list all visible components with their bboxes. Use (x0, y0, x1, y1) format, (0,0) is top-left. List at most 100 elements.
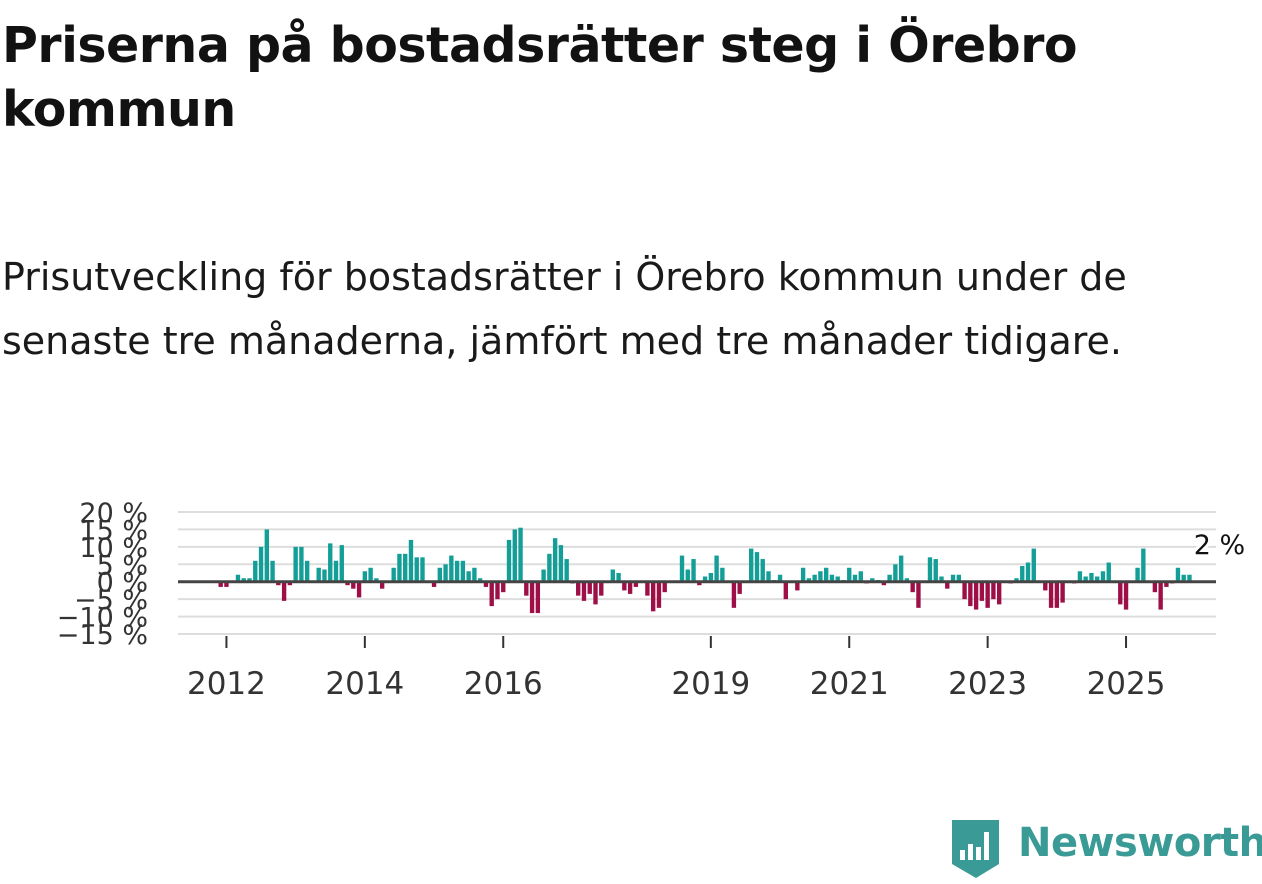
bar (316, 567, 321, 582)
bar (702, 576, 708, 582)
bar (408, 539, 414, 582)
bar (1054, 581, 1060, 608)
bar (304, 560, 310, 582)
bar (264, 529, 269, 582)
bar (945, 581, 950, 589)
y-tick-label: 20 % (79, 498, 148, 529)
bar (962, 581, 967, 600)
bar (356, 581, 362, 598)
bar (679, 555, 685, 582)
bar (691, 559, 696, 582)
bar (541, 569, 546, 582)
bar (535, 581, 541, 614)
bar (627, 581, 633, 594)
chart-title: Priserna på bostadsrätter steg i Örebro … (2, 17, 1078, 138)
bar (299, 546, 304, 582)
bar (558, 545, 564, 582)
bar (1060, 581, 1065, 603)
bar (576, 581, 581, 596)
bar (587, 581, 592, 594)
bar (887, 574, 892, 582)
bar (685, 569, 690, 582)
bar (524, 581, 529, 596)
bar (996, 581, 1002, 605)
bar (1083, 576, 1088, 582)
bar (454, 560, 460, 582)
bar (1181, 574, 1186, 582)
y-tick-label: −15 % (57, 620, 148, 651)
bar (403, 553, 408, 582)
bar (616, 573, 621, 582)
bar (374, 578, 379, 582)
bar (835, 576, 840, 582)
bar (235, 574, 241, 582)
bar (708, 573, 714, 582)
newsworthy-logo-icon (952, 820, 999, 878)
bar (593, 581, 598, 605)
bar (414, 557, 419, 582)
x-tick-label: 2025 (1087, 666, 1166, 702)
bar (1123, 581, 1129, 610)
bar (460, 560, 466, 582)
bar (783, 581, 788, 600)
bar (1095, 576, 1100, 582)
bar (328, 543, 333, 582)
chart-subtitle: Prisutveckling för bostadsrätter i Örebr… (2, 255, 1127, 363)
x-tick-label: 2012 (187, 666, 266, 702)
y-tick-label: −10 % (57, 603, 148, 634)
bar (852, 574, 858, 582)
y-tick-label: 5 % (97, 550, 148, 581)
y-tick-label: 15 % (79, 515, 148, 546)
bar (1043, 581, 1048, 591)
bars (218, 527, 1192, 614)
bar (1031, 548, 1036, 582)
bar (552, 538, 558, 582)
bar (466, 571, 471, 582)
bar (956, 574, 961, 582)
bar (529, 581, 535, 614)
bar (391, 567, 396, 582)
y-tick-label: −5 % (74, 585, 148, 616)
x-tick-label: 2016 (464, 666, 543, 702)
bar (933, 559, 938, 582)
bar (916, 581, 921, 608)
bar (800, 567, 806, 582)
bar-chart: 20 %15 %10 %5 %0 %−5 %−10 %−15 % 2012 201… (57, 498, 1248, 702)
bar (547, 553, 552, 582)
bar (1135, 567, 1140, 582)
bar (1106, 562, 1111, 582)
bar (506, 539, 512, 582)
bar (270, 560, 275, 582)
x-tick-label: 2014 (325, 666, 404, 702)
bar (881, 581, 887, 586)
bar (599, 581, 604, 596)
bar (898, 555, 904, 582)
bar (501, 581, 506, 593)
bar (345, 581, 350, 586)
bar (322, 569, 327, 582)
bar (812, 574, 817, 582)
newsworthy-logo[interactable]: Newsworthy (950, 818, 1262, 880)
y-tick-label: 10 % (79, 533, 148, 564)
bar (1141, 548, 1146, 582)
bar (581, 581, 587, 601)
x-tick-label: 2021 (810, 666, 889, 702)
bar (258, 546, 264, 582)
x-axis: 2012 2014 2016 2019 2021 2023 2025 (187, 636, 1166, 702)
bar (1152, 581, 1158, 593)
bar (847, 567, 852, 582)
y-axis: 20 %15 %10 %5 %0 %−5 %−10 %−15 % (57, 498, 148, 651)
bar (766, 571, 771, 582)
bar (1077, 571, 1083, 582)
bar (1158, 581, 1163, 610)
bar (333, 560, 339, 582)
bar (351, 581, 356, 589)
last-value-annotation: 2 % (1191, 527, 1248, 564)
bar (749, 548, 754, 582)
bar (431, 581, 437, 587)
bar (720, 567, 725, 582)
bar (950, 574, 956, 582)
bar (662, 581, 667, 593)
bar (858, 571, 863, 582)
bar (420, 557, 425, 582)
